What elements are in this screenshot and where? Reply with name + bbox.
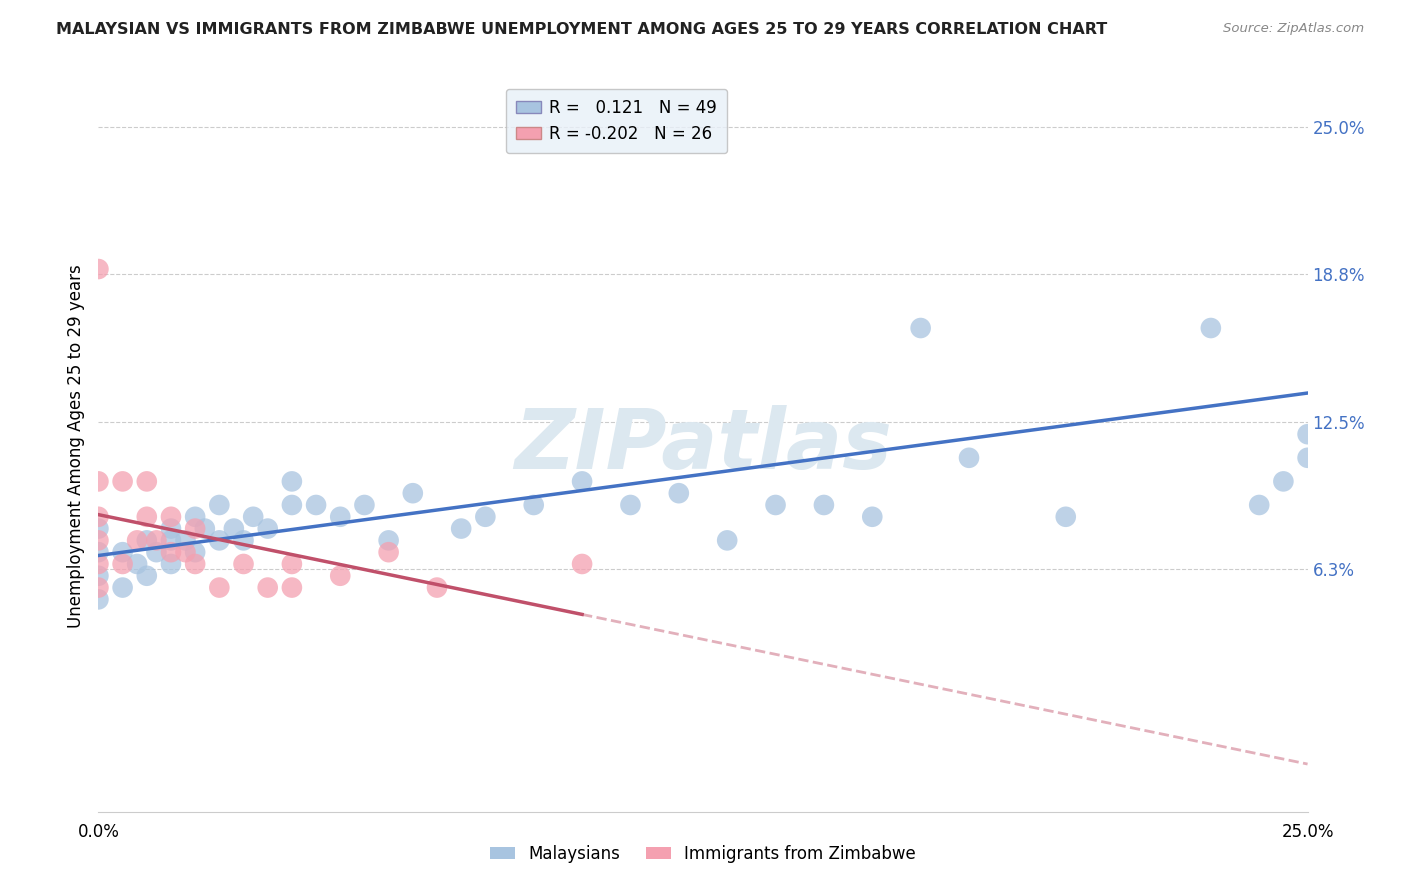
Point bbox=[377, 533, 399, 548]
Point bbox=[765, 498, 787, 512]
Point bbox=[232, 533, 254, 548]
Point bbox=[571, 475, 593, 489]
Point bbox=[160, 533, 183, 548]
Point bbox=[208, 581, 231, 595]
Point bbox=[402, 486, 425, 500]
Point bbox=[242, 509, 264, 524]
Point bbox=[619, 498, 641, 512]
Point bbox=[281, 475, 304, 489]
Point bbox=[813, 498, 835, 512]
Point bbox=[160, 557, 183, 571]
Point bbox=[1152, 3, 1174, 17]
Point bbox=[174, 533, 197, 548]
Point bbox=[145, 545, 167, 559]
Point bbox=[957, 450, 980, 465]
Point bbox=[87, 557, 110, 571]
Point bbox=[305, 498, 328, 512]
Point bbox=[135, 533, 157, 548]
Point bbox=[174, 545, 197, 559]
Point bbox=[1054, 509, 1077, 524]
Point bbox=[194, 522, 217, 536]
Point bbox=[329, 568, 352, 582]
Point bbox=[87, 545, 110, 559]
Point bbox=[184, 557, 207, 571]
Point bbox=[87, 581, 110, 595]
Point bbox=[160, 522, 183, 536]
Point bbox=[256, 581, 278, 595]
Point bbox=[668, 486, 690, 500]
Point bbox=[160, 545, 183, 559]
Point bbox=[184, 509, 207, 524]
Point bbox=[111, 475, 134, 489]
Point bbox=[145, 533, 167, 548]
Text: Source: ZipAtlas.com: Source: ZipAtlas.com bbox=[1223, 22, 1364, 36]
Point bbox=[1296, 427, 1319, 442]
Point bbox=[232, 557, 254, 571]
Point bbox=[716, 533, 738, 548]
Point bbox=[208, 498, 231, 512]
Point bbox=[135, 475, 157, 489]
Point bbox=[1296, 450, 1319, 465]
Point bbox=[127, 533, 149, 548]
Point bbox=[1272, 475, 1295, 489]
Point bbox=[329, 509, 352, 524]
Point bbox=[87, 568, 110, 582]
Point bbox=[87, 509, 110, 524]
Point bbox=[184, 522, 207, 536]
Point bbox=[281, 498, 304, 512]
Point bbox=[426, 581, 449, 595]
Point bbox=[208, 533, 231, 548]
Point bbox=[87, 592, 110, 607]
Point bbox=[281, 581, 304, 595]
Point bbox=[523, 498, 546, 512]
Point bbox=[377, 545, 399, 559]
Point bbox=[160, 509, 183, 524]
Point bbox=[1249, 498, 1271, 512]
Point bbox=[353, 498, 375, 512]
Point bbox=[222, 522, 245, 536]
Point bbox=[571, 557, 593, 571]
Point bbox=[127, 557, 149, 571]
Point bbox=[87, 262, 110, 277]
Y-axis label: Unemployment Among Ages 25 to 29 years: Unemployment Among Ages 25 to 29 years bbox=[66, 264, 84, 628]
Point bbox=[87, 533, 110, 548]
Text: MALAYSIAN VS IMMIGRANTS FROM ZIMBABWE UNEMPLOYMENT AMONG AGES 25 TO 29 YEARS COR: MALAYSIAN VS IMMIGRANTS FROM ZIMBABWE UN… bbox=[56, 22, 1108, 37]
Point bbox=[111, 545, 134, 559]
Point bbox=[87, 475, 110, 489]
Point bbox=[184, 545, 207, 559]
Point bbox=[111, 557, 134, 571]
Point bbox=[281, 557, 304, 571]
Point bbox=[135, 509, 157, 524]
Text: ZIPatlas: ZIPatlas bbox=[515, 406, 891, 486]
Point bbox=[111, 581, 134, 595]
Point bbox=[860, 509, 883, 524]
Point bbox=[1199, 321, 1222, 335]
Point bbox=[256, 522, 278, 536]
Point bbox=[135, 568, 157, 582]
Point bbox=[450, 522, 472, 536]
Point bbox=[910, 321, 932, 335]
Legend: Malaysians, Immigrants from Zimbabwe: Malaysians, Immigrants from Zimbabwe bbox=[484, 838, 922, 869]
Point bbox=[87, 522, 110, 536]
Point bbox=[474, 509, 496, 524]
